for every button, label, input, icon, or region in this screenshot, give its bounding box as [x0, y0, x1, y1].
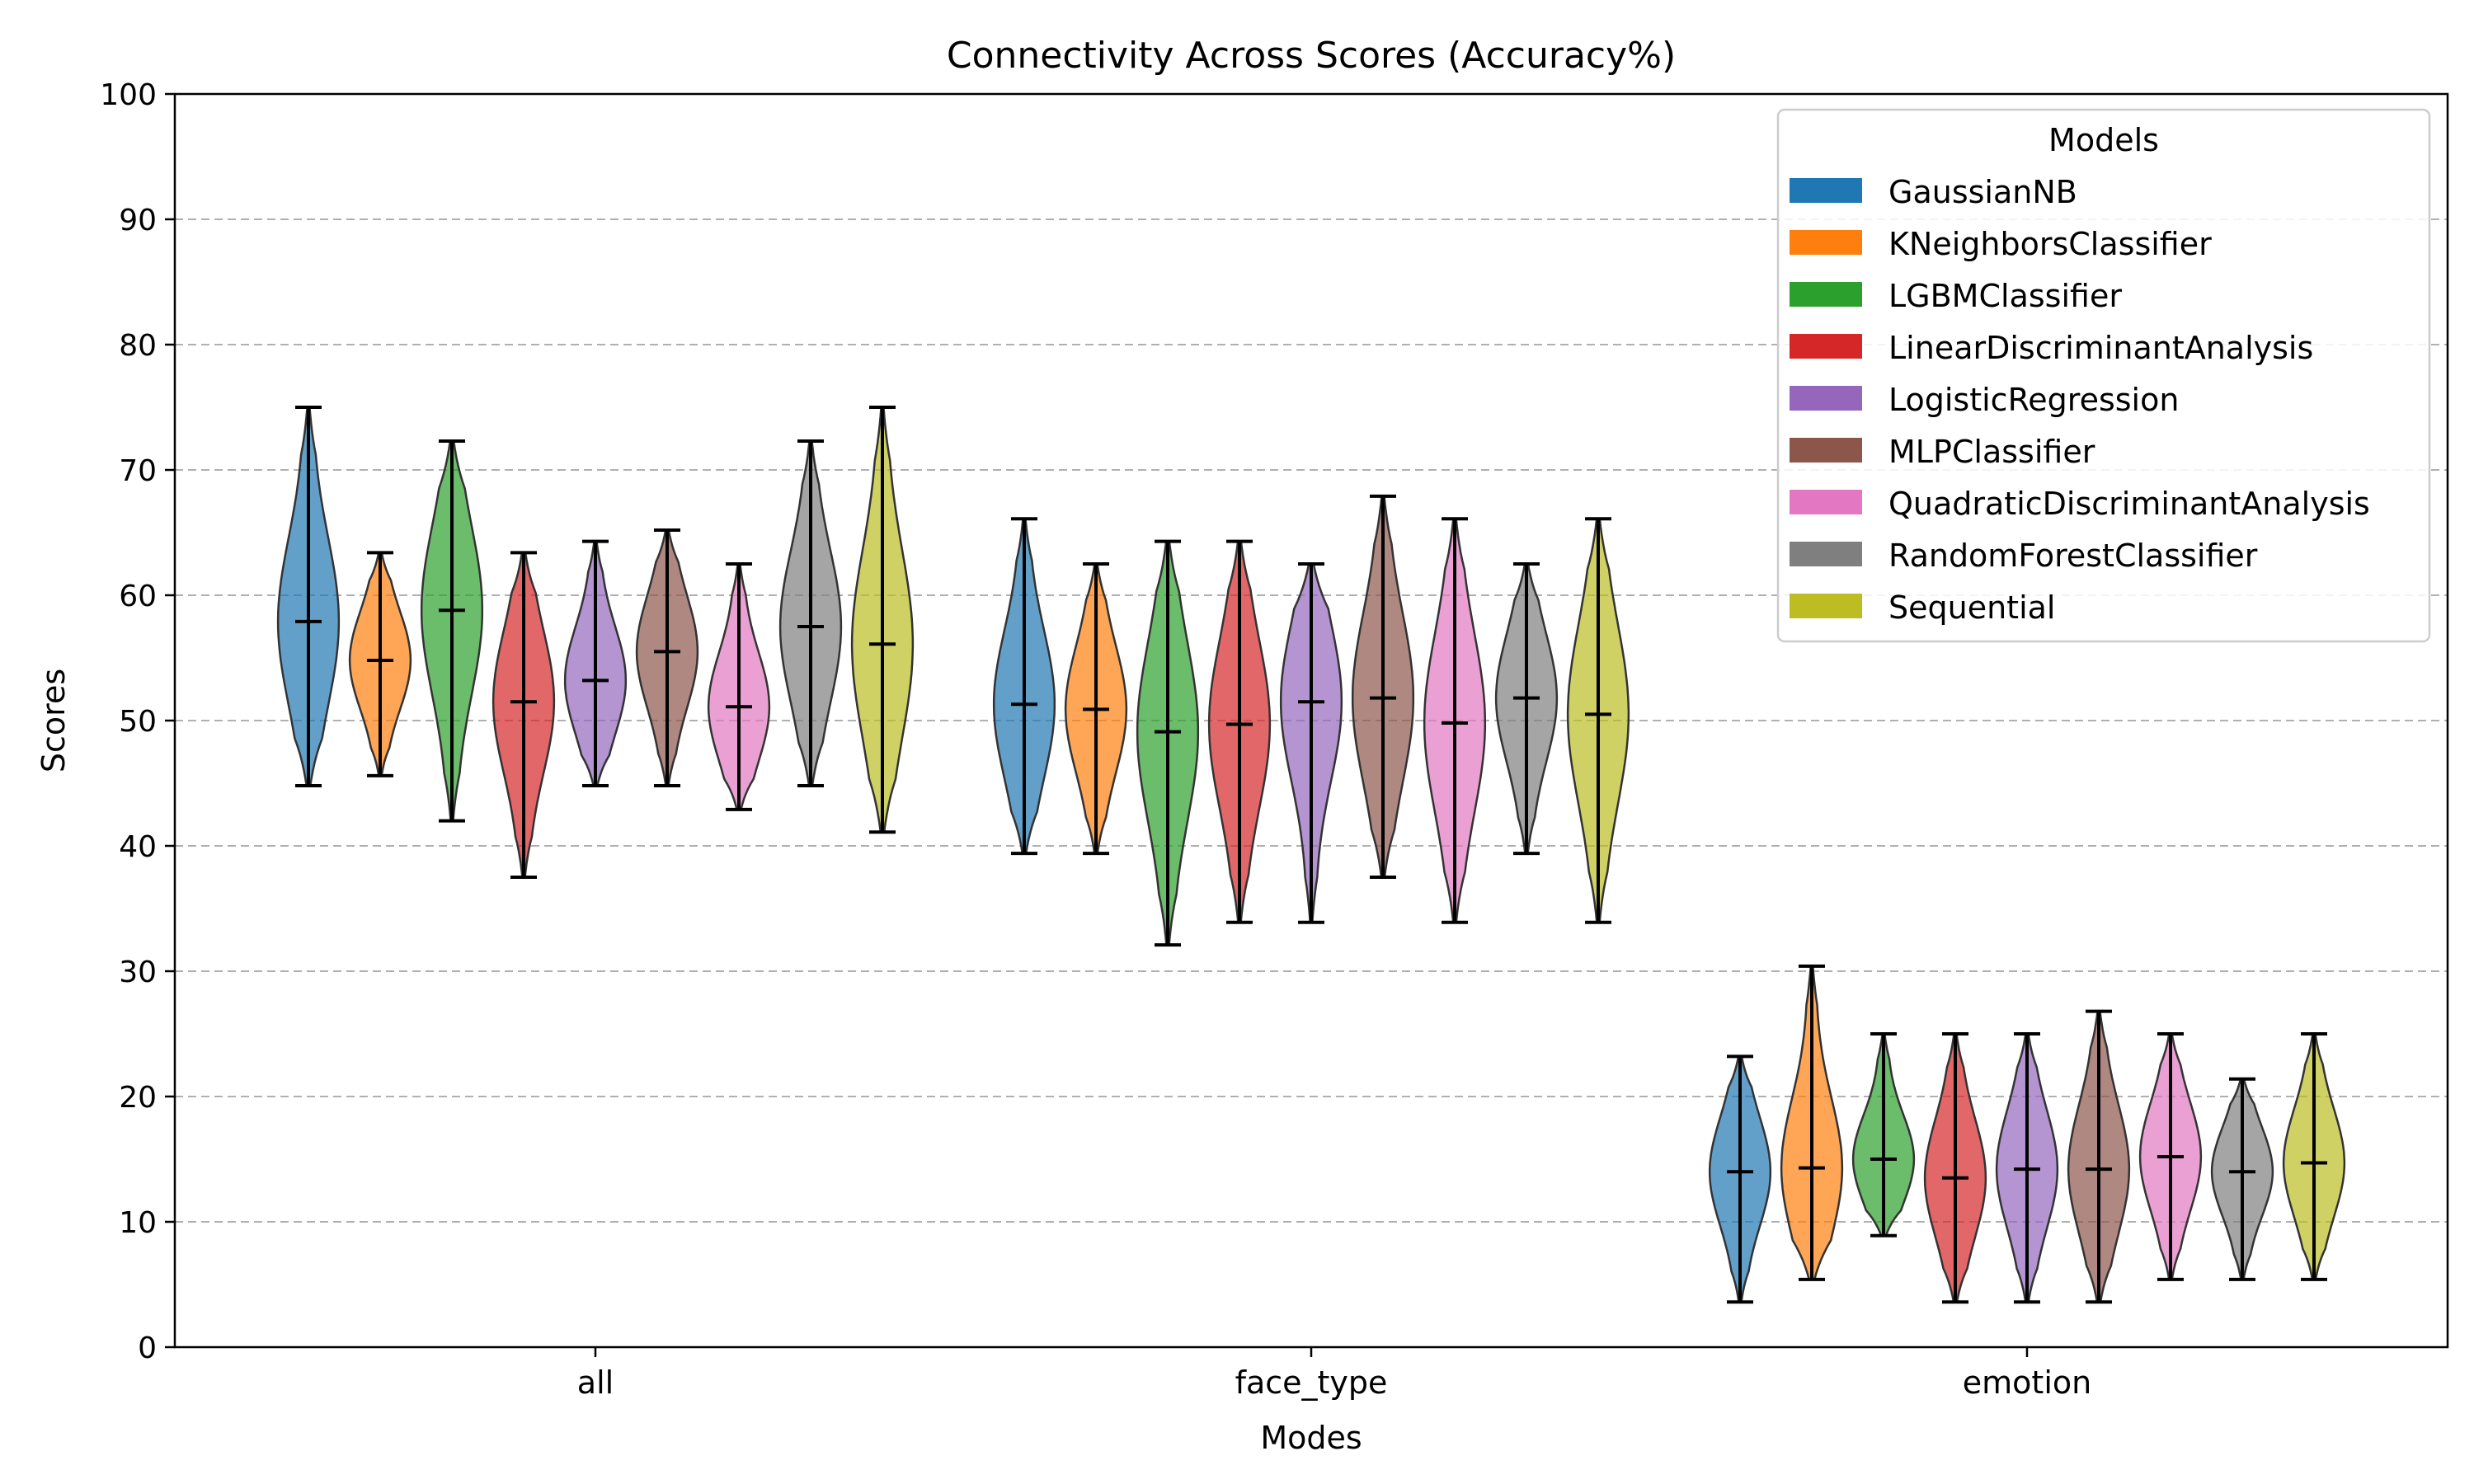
legend-swatch	[1790, 594, 1862, 618]
legend-swatch	[1790, 386, 1862, 411]
y-tick-label: 30	[119, 956, 157, 989]
x-tick-label: all	[577, 1364, 614, 1401]
y-tick-label: 70	[119, 454, 157, 488]
chart-title: Connectivity Across Scores (Accuracy%)	[947, 35, 1676, 77]
x-axis-ticks: all face_type emotion	[577, 1347, 2091, 1401]
legend-label: GaussianNB	[1888, 174, 2077, 210]
y-tick-label: 20	[119, 1081, 157, 1115]
y-axis-label: Scores	[35, 669, 72, 773]
y-tick-label: 10	[119, 1206, 157, 1240]
legend-items: GaussianNB KNeighborsClassifier LGBMClassi…	[1790, 174, 2370, 626]
y-axis-ticks: 0 10 20 30 40 50 60 70 80 90 100	[100, 78, 175, 1365]
legend-swatch	[1790, 438, 1862, 463]
legend-label: LogisticRegression	[1888, 382, 2179, 418]
y-tick-label: 60	[119, 580, 157, 613]
y-tick-label: 100	[100, 78, 157, 112]
legend-title: Models	[2048, 122, 2159, 158]
legend-swatch	[1790, 230, 1862, 255]
legend-swatch	[1790, 490, 1862, 514]
legend-label: LGBMClassifier	[1888, 278, 2122, 314]
legend-swatch	[1790, 178, 1862, 203]
legend-label: MLPClassifier	[1888, 434, 2095, 470]
y-tick-label: 0	[138, 1331, 157, 1365]
y-tick-label: 80	[119, 329, 157, 363]
legend-label: RandomForestClassifier	[1888, 538, 2258, 574]
y-tick-label: 40	[119, 830, 157, 864]
legend: Models GaussianNB KNeighborsClassifier LGB…	[1776, 108, 2431, 643]
legend-label: QuadraticDiscriminantAnalysis	[1888, 486, 2370, 522]
legend-swatch	[1790, 334, 1862, 359]
legend-swatch	[1790, 542, 1862, 566]
x-axis-label: Modes	[1260, 1420, 1362, 1456]
x-tick-label: emotion	[1963, 1364, 2091, 1401]
violins	[276, 406, 2346, 1304]
legend-label: LinearDiscriminantAnalysis	[1888, 330, 2313, 366]
x-tick-label: face_type	[1235, 1364, 1388, 1401]
legend-label: Sequential	[1888, 589, 2055, 626]
y-tick-label: 90	[119, 204, 157, 237]
legend-box	[1776, 108, 2431, 643]
legend-swatch	[1790, 282, 1862, 307]
legend-label: KNeighborsClassifier	[1888, 226, 2212, 262]
y-tick-label: 50	[119, 705, 157, 739]
